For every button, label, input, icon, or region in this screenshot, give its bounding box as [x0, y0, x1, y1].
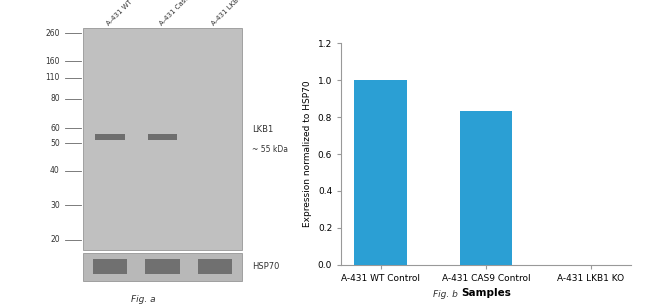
Bar	[93, 259, 127, 274]
Text: Fig. a: Fig. a	[131, 295, 155, 304]
Text: 30: 30	[50, 201, 60, 210]
Bar	[354, 80, 407, 265]
Text: Fig. b: Fig. b	[433, 290, 458, 299]
Bar	[83, 253, 242, 281]
Text: 40: 40	[50, 166, 60, 175]
Text: 80: 80	[50, 94, 60, 103]
Bar	[460, 111, 512, 265]
X-axis label: Samples: Samples	[461, 289, 511, 298]
Text: 50: 50	[50, 139, 60, 148]
Text: 260: 260	[46, 29, 60, 38]
Text: A-431 Cas9 Control: A-431 Cas9 Control	[158, 0, 210, 26]
Bar	[198, 259, 232, 274]
Text: A-431 LKB1 KO: A-431 LKB1 KO	[211, 0, 252, 26]
Text: HSP70: HSP70	[252, 262, 280, 271]
Text: 110: 110	[46, 73, 60, 82]
Bar	[148, 134, 177, 140]
Text: LKB1: LKB1	[252, 125, 274, 134]
Text: 20: 20	[50, 235, 60, 245]
Text: 160: 160	[46, 57, 60, 66]
Y-axis label: Expression normalized to HSP70: Expression normalized to HSP70	[304, 81, 312, 227]
Text: ~ 55 kDa: ~ 55 kDa	[252, 145, 288, 154]
Text: A-431 WT Control: A-431 WT Control	[106, 0, 153, 26]
Text: 60: 60	[50, 124, 60, 133]
Bar	[95, 134, 125, 140]
Bar	[83, 28, 242, 249]
Bar	[146, 259, 179, 274]
